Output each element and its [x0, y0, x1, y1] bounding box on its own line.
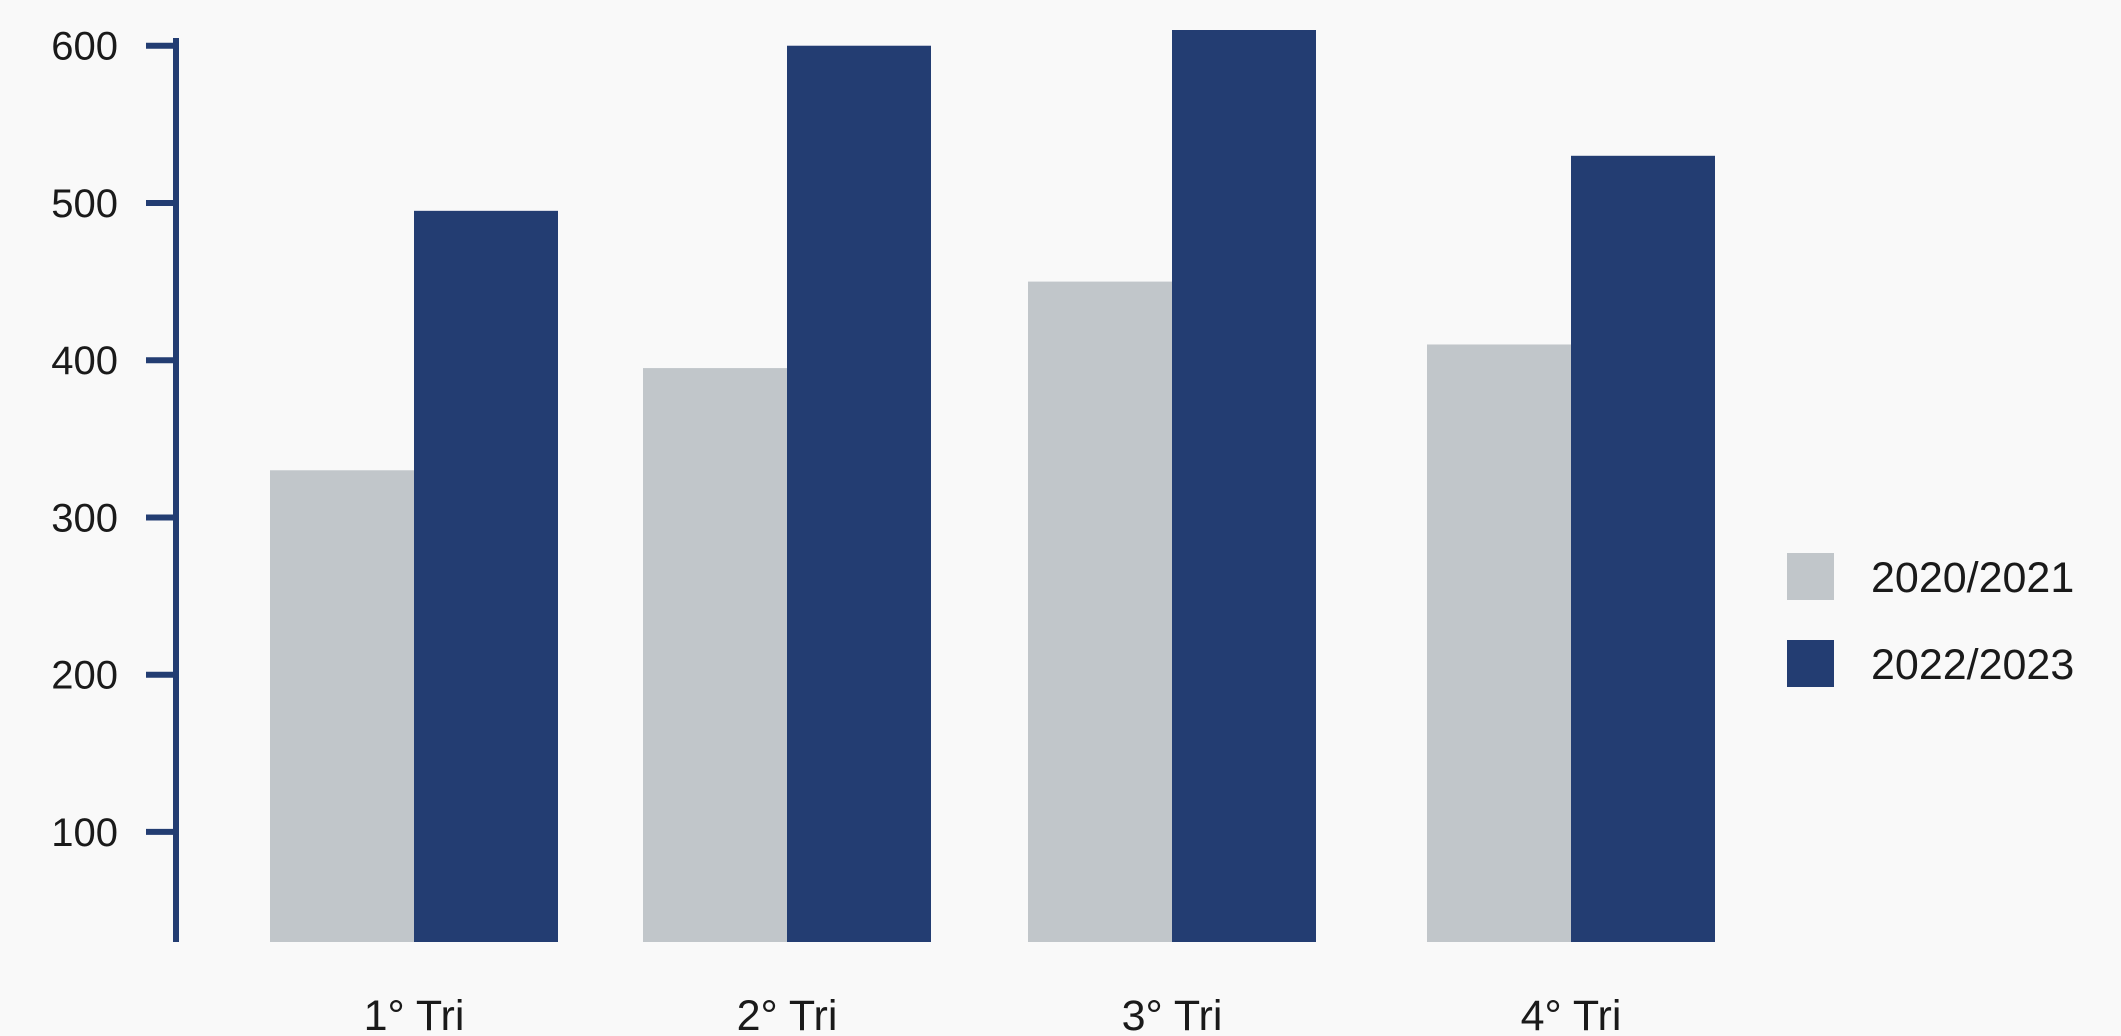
bar-series-1-1 — [270, 470, 414, 942]
bar-series-2-3 — [1172, 30, 1316, 942]
y-tick-label: 500 — [51, 182, 118, 226]
y-tick-label: 100 — [51, 811, 118, 855]
bar-series-2-4 — [1571, 155, 1715, 943]
bar-series-1-3 — [1028, 281, 1172, 943]
bar-series-2-1 — [414, 210, 558, 943]
bar-series-1-2 — [643, 368, 787, 942]
legend-label: 2020/2021 — [1871, 554, 2074, 602]
y-tick-label: 600 — [51, 25, 118, 69]
bar-series-1-4 — [1427, 344, 1571, 942]
x-category-label: 2° Tri — [737, 992, 838, 1036]
y-axis: 100 200 300 400 500 600 — [51, 25, 179, 942]
x-category-label: 1° Tri — [364, 992, 465, 1036]
legend-label: 2022/2023 — [1871, 641, 2074, 689]
legend-swatch — [1787, 640, 1834, 687]
legend: 2020/2021 2022/2023 — [1787, 553, 2074, 689]
y-tick-label: 200 — [51, 654, 118, 698]
x-category-label: 3° Tri — [1122, 992, 1223, 1036]
x-category-label: 4° Tri — [1521, 992, 1622, 1036]
y-tick-label: 400 — [51, 339, 118, 383]
x-axis-labels: 1° Tri 2° Tri 3° Tri 4° Tri — [364, 992, 1622, 1036]
y-tick-label: 300 — [51, 496, 118, 540]
bar-series-2-2 — [787, 45, 931, 943]
bars — [270, 30, 1715, 943]
legend-swatch — [1787, 553, 1834, 600]
